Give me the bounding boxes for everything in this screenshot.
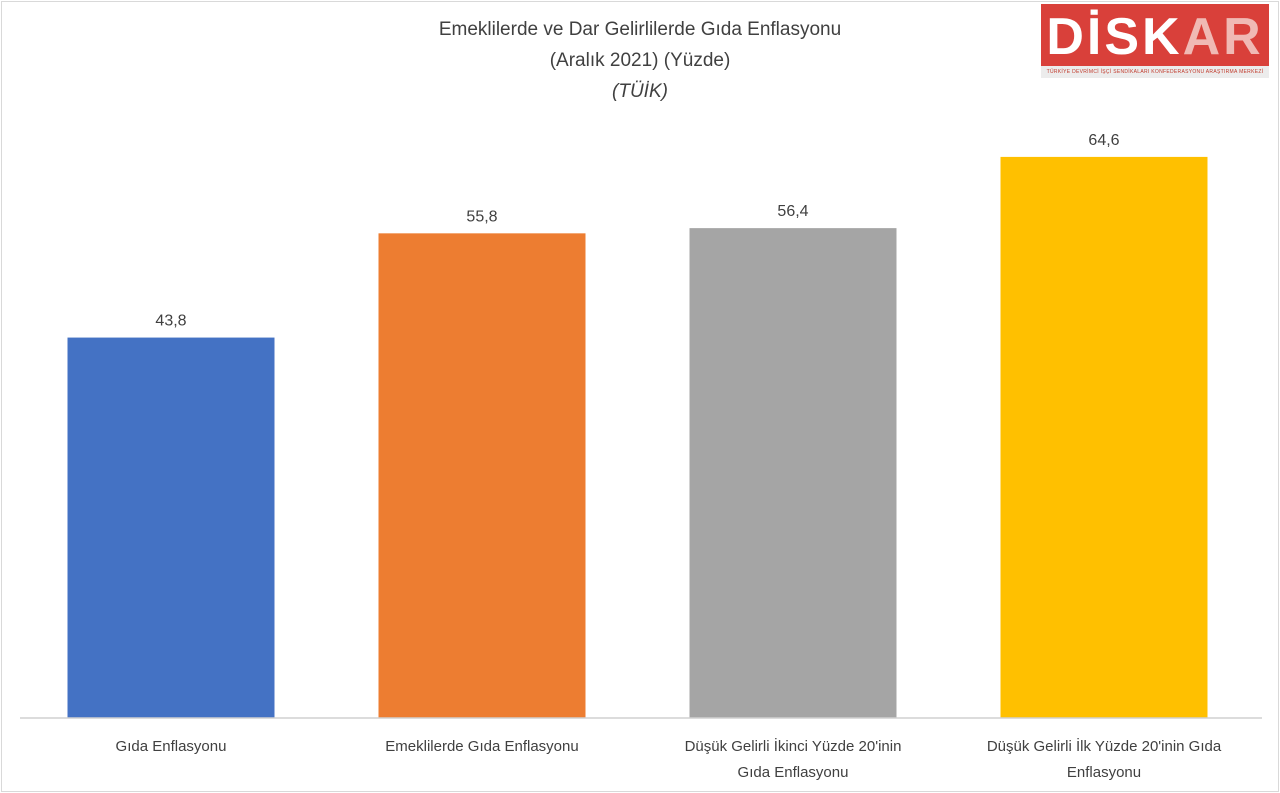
diskar-logo: DİSKAR TÜRKİYE DEVRİMCİ İŞÇİ SENDİKALARI…	[1041, 4, 1269, 78]
chart-title-block: Emeklilerde ve Dar Gelirlilerde Gıda Enf…	[250, 14, 1030, 107]
chart-title: Emeklilerde ve Dar Gelirlilerde Gıda Enf…	[438, 19, 842, 40]
category-label-1: Gıda Enflasyonu	[116, 738, 227, 755]
logo-tagline: TÜRKİYE DEVRİMCİ İŞÇİ SENDİKALARI KONFED…	[1041, 66, 1269, 78]
value-labels-group: 43,8 55,8 56,4 64,6	[155, 132, 1119, 330]
category-label-3: Düşük Gelirli İkinci Yüzde 20'inin Gıda E…	[685, 737, 902, 781]
data-label-2: 55,8	[466, 208, 497, 225]
logo-wordmark: DİSKAR	[1046, 8, 1264, 66]
category-labels-group: Gıda Enflasyonu Emeklilerde Gıda Enflasyo…	[116, 737, 1222, 781]
bar-3	[689, 228, 897, 718]
bars-group	[67, 156, 1208, 719]
category-label-4: Düşük Gelirli İlk Yüzde 20'inin Gıda Enfl…	[987, 737, 1222, 781]
category-label-2: Emeklilerde Gıda Enflasyonu	[385, 738, 578, 755]
bar-1	[67, 337, 275, 718]
data-label-1: 43,8	[155, 313, 186, 330]
bar-4	[1000, 156, 1208, 719]
bar-2	[378, 233, 586, 718]
chart-subtitle: (Aralık 2021) (Yüzde)	[549, 50, 731, 71]
data-label-4: 64,6	[1088, 132, 1119, 149]
chart-source: (TÜİK)	[612, 81, 668, 102]
data-label-3: 56,4	[777, 203, 808, 220]
